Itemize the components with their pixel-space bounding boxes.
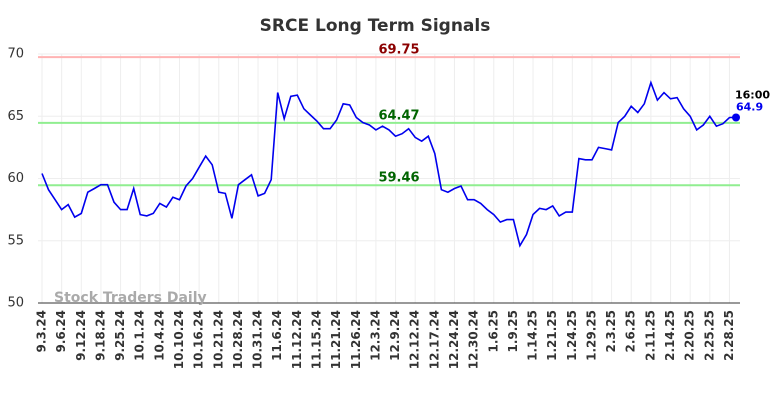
y-tick-label: 55 — [7, 233, 24, 248]
x-tick-label: 12.30.24 — [467, 310, 481, 369]
last-point — [732, 113, 740, 122]
x-tick-label: 10.28.24 — [231, 310, 245, 369]
x-tick-label: 12.17.24 — [427, 310, 441, 369]
x-tick-label: 2.6.25 — [624, 310, 638, 353]
x-tick-label: 10.16.24 — [192, 310, 206, 369]
x-tick-label: 11.26.24 — [349, 310, 363, 369]
x-tick-label: 11.21.24 — [329, 310, 343, 369]
y-tick-label: 65 — [7, 109, 24, 124]
x-tick-label: 1.9.25 — [506, 310, 520, 353]
x-tick-label: 9.3.24 — [35, 310, 49, 353]
x-tick-label: 2.25.25 — [702, 310, 716, 361]
x-tick-label: 10.4.24 — [152, 310, 166, 361]
x-tick-label: 11.6.24 — [270, 310, 284, 361]
x-tick-label: 9.12.24 — [74, 310, 88, 361]
x-tick-label: 2.28.25 — [722, 310, 736, 361]
reference-label: 59.46 — [378, 171, 419, 186]
x-tick-label: 1.14.25 — [526, 310, 540, 361]
y-tick-label: 60 — [7, 171, 24, 186]
x-tick-label: 12.24.24 — [447, 310, 461, 369]
x-tick-label: 12.9.24 — [388, 310, 402, 361]
x-tick-label: 10.21.24 — [211, 310, 225, 369]
last-time: 16:00 — [735, 88, 770, 101]
x-tick-label: 1.6.25 — [486, 310, 500, 353]
x-tick-label: 1.29.25 — [584, 310, 598, 361]
x-tick-label: 9.6.24 — [54, 310, 68, 353]
x-tick-label: 1.21.25 — [545, 310, 559, 361]
x-tick-label: 9.18.24 — [93, 310, 107, 361]
watermark: Stock Traders Daily — [54, 290, 207, 306]
x-tick-label: 10.1.24 — [133, 310, 147, 361]
x-tick-label: 1.24.25 — [565, 310, 579, 361]
price-line — [41, 80, 736, 248]
x-tick-label: 2.14.25 — [663, 310, 677, 361]
x-tick-label: 10.31.24 — [251, 310, 265, 369]
chart-title: SRCE Long Term Signals — [260, 16, 491, 36]
y-tick-label: 50 — [7, 296, 24, 311]
last-value: 64.9 — [736, 100, 763, 113]
x-tick-label: 10.10.24 — [172, 310, 186, 369]
x-tick-label: 2.3.25 — [604, 310, 618, 353]
y-tick-label: 70 — [7, 47, 24, 62]
x-tick-label: 2.20.25 — [683, 310, 697, 361]
x-tick-label: 2.11.25 — [643, 310, 657, 361]
x-tick-label: 11.15.24 — [309, 310, 323, 369]
reference-label: 64.47 — [378, 108, 419, 123]
x-tick-label: 12.3.24 — [368, 310, 382, 361]
x-tick-label: 11.12.24 — [290, 310, 304, 369]
x-tick-label: 12.12.24 — [408, 310, 422, 369]
reference-label: 69.75 — [378, 43, 419, 58]
x-tick-label: 9.25.24 — [113, 310, 127, 361]
